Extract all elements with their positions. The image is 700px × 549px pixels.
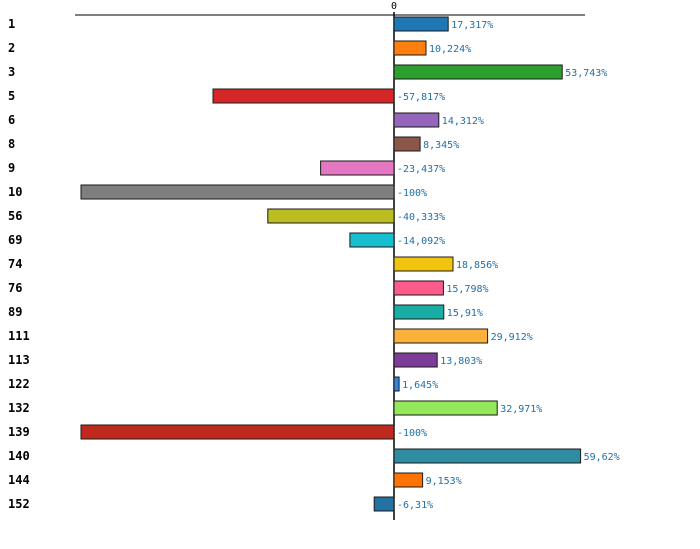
bar-8 bbox=[393, 136, 421, 152]
bar-9 bbox=[320, 160, 395, 176]
value-label: -100% bbox=[397, 188, 427, 199]
value-label: 18,856% bbox=[456, 260, 498, 271]
value-label: 17,317% bbox=[451, 20, 493, 31]
category-label: 140 bbox=[8, 449, 30, 463]
bar-89 bbox=[393, 304, 445, 320]
value-label: -57,817% bbox=[397, 92, 445, 103]
value-label: 13,803% bbox=[440, 356, 482, 367]
category-label: 56 bbox=[8, 209, 22, 223]
category-label: 144 bbox=[8, 473, 30, 487]
category-label: 74 bbox=[8, 257, 22, 271]
category-labels: 1235689105669747689111113122132139140144… bbox=[8, 17, 30, 511]
category-label: 76 bbox=[8, 281, 22, 295]
category-label: 69 bbox=[8, 233, 22, 247]
category-label: 9 bbox=[8, 161, 15, 175]
bar-1 bbox=[393, 16, 449, 32]
category-label: 152 bbox=[8, 497, 30, 511]
bar-144 bbox=[393, 472, 424, 488]
bar-3 bbox=[393, 64, 563, 80]
bar-111 bbox=[393, 328, 489, 344]
category-label: 3 bbox=[8, 65, 15, 79]
category-label: 10 bbox=[8, 185, 22, 199]
value-label: 9,153% bbox=[426, 476, 462, 487]
value-label: 1,645% bbox=[402, 380, 438, 391]
value-label: 8,345% bbox=[423, 140, 459, 151]
bar-122 bbox=[393, 376, 400, 392]
value-label: 32,971% bbox=[500, 404, 542, 415]
bar-56 bbox=[267, 208, 395, 224]
bar-74 bbox=[393, 256, 454, 272]
category-label: 1 bbox=[8, 17, 15, 31]
value-label: 59,62% bbox=[584, 452, 620, 463]
value-label: 29,912% bbox=[491, 332, 533, 343]
value-label: 15,798% bbox=[446, 284, 488, 295]
bar-140 bbox=[393, 448, 582, 464]
bar-113 bbox=[393, 352, 438, 368]
category-label: 8 bbox=[8, 137, 15, 151]
bar-6 bbox=[393, 112, 440, 128]
value-labels: 17,317% 10,224% 53,743% -57,817% 14,312% 8,34… bbox=[397, 20, 620, 511]
value-label: 53,743% bbox=[565, 68, 607, 79]
category-label: 5 bbox=[8, 89, 15, 103]
category-label: 6 bbox=[8, 113, 15, 127]
value-label: -40,333% bbox=[397, 212, 445, 223]
value-label: -23,437% bbox=[397, 164, 445, 175]
bars bbox=[80, 16, 582, 512]
category-label: 89 bbox=[8, 305, 22, 319]
bar-132 bbox=[393, 400, 498, 416]
value-label: -14,092% bbox=[397, 236, 445, 247]
category-label: 2 bbox=[8, 41, 15, 55]
bar-69 bbox=[349, 232, 395, 248]
bar-76 bbox=[393, 280, 444, 296]
value-label: -6,31% bbox=[397, 500, 433, 511]
value-label: 14,312% bbox=[442, 116, 484, 127]
bar-10 bbox=[80, 184, 395, 200]
category-label: 139 bbox=[8, 425, 30, 439]
bar-139 bbox=[80, 424, 395, 440]
value-label: 10,224% bbox=[429, 44, 471, 55]
category-label: 113 bbox=[8, 353, 30, 367]
bar-152 bbox=[373, 496, 395, 512]
category-label: 132 bbox=[8, 401, 30, 415]
bar-2 bbox=[393, 40, 427, 56]
bar-5 bbox=[212, 88, 395, 104]
category-label: 111 bbox=[8, 329, 30, 343]
value-label: -100% bbox=[397, 428, 427, 439]
value-label: 15,91% bbox=[447, 308, 483, 319]
zero-tick-label: 0 bbox=[391, 1, 397, 12]
category-label: 122 bbox=[8, 377, 30, 391]
